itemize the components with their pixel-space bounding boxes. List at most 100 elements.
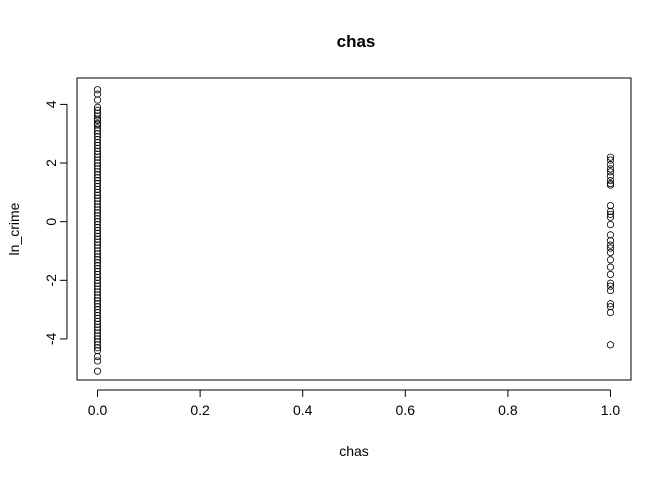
scatter-point (93, 285, 102, 293)
scatter-point (606, 263, 615, 271)
scatter-point (606, 160, 615, 169)
scatter-point (93, 357, 102, 365)
scatter-point (93, 203, 102, 211)
x-tick-label: 0.2 (190, 402, 210, 418)
scatter-point (606, 177, 615, 185)
scatter-point (93, 323, 102, 331)
scatter-point (93, 279, 102, 287)
scatter-point (93, 297, 102, 305)
scatter-point (606, 156, 615, 164)
scatter-point (93, 200, 102, 208)
scatter-point (93, 194, 102, 202)
scatter-point (606, 308, 615, 317)
scatter-point (606, 172, 615, 180)
scatter-point (606, 279, 615, 287)
scatter-point (606, 270, 615, 279)
x-tick-label: 1.0 (601, 402, 621, 418)
data-points (93, 86, 615, 375)
x-tick-label: 0.4 (293, 402, 313, 418)
scatter-point (93, 147, 102, 155)
scatter-point (93, 209, 102, 217)
scatter-point (93, 109, 102, 117)
scatter-point (93, 273, 102, 281)
scatter-point (93, 133, 102, 141)
scatter-point (606, 248, 615, 257)
scatter-point (93, 191, 102, 199)
scatter-point (606, 221, 615, 229)
scatter-point (93, 329, 102, 337)
y-axis-label: ln_crime (6, 202, 22, 255)
scatter-point (93, 320, 102, 328)
scatter-point (93, 185, 102, 194)
scatter-point (93, 221, 102, 229)
scatter-point (93, 135, 102, 144)
scatter-point (93, 306, 102, 314)
scatter-point (93, 130, 102, 138)
chart-title: chas (337, 32, 376, 51)
scatter-point (93, 344, 102, 352)
scatter-point (93, 223, 102, 232)
y-tick-label: 2 (43, 159, 59, 167)
plot-area-frame (76, 77, 632, 381)
scatter-point (93, 326, 102, 334)
scatter-point (93, 165, 102, 173)
scatter-point (93, 232, 102, 240)
scatter-point (93, 267, 102, 276)
scatter-point (93, 259, 102, 267)
scatter-point (93, 90, 102, 98)
y-tick-label: -2 (43, 274, 59, 287)
x-axis-label: chas (339, 443, 369, 459)
x-tick-label: 0.0 (88, 402, 108, 418)
y-tick-label: 4 (43, 100, 59, 108)
scatter-point (93, 314, 102, 323)
scatter-point (93, 171, 102, 179)
scatter-point (93, 253, 102, 261)
scatter-point (93, 270, 102, 279)
scatter-point (93, 86, 102, 94)
scatter-point (93, 138, 102, 147)
x-tick-label: 0.6 (396, 402, 416, 418)
scatter-point (606, 207, 615, 216)
scatter-point (606, 231, 615, 239)
scatter-point (93, 288, 102, 296)
scatter-point (606, 282, 615, 290)
scatter-point (606, 201, 615, 210)
scatter-point (93, 212, 102, 220)
scatter-point (93, 264, 102, 273)
scatter-point (93, 276, 102, 284)
scatter-point (93, 332, 102, 340)
scatter-point (93, 238, 102, 246)
scatter-point (93, 150, 102, 158)
scatter-point (93, 112, 102, 120)
scatter-point (93, 282, 102, 290)
scatter-point (93, 215, 102, 223)
scatter-point (93, 341, 102, 349)
scatter-point (606, 237, 615, 245)
x-axis: 0.0 0.2 0.4 0.6 0.8 1.0 (88, 389, 621, 418)
scatter-point (93, 229, 102, 237)
scatter-point (93, 226, 102, 235)
scatter-point (93, 300, 102, 308)
scatter-point (93, 347, 102, 355)
scatter-point (93, 308, 102, 317)
scatter-point (93, 144, 102, 152)
x-tick-label: 0.8 (498, 402, 518, 418)
scatter-point (93, 206, 102, 214)
scatter-point (93, 241, 102, 249)
scatter-point (93, 244, 102, 252)
scatter-point (93, 96, 102, 104)
scatter-point (93, 247, 102, 255)
scatter-point (93, 159, 102, 167)
scatter-point (93, 174, 102, 182)
scatter-point (93, 291, 102, 299)
scatter-point (93, 106, 102, 114)
scatter-point (606, 256, 615, 264)
scatter-point (606, 303, 615, 311)
scatter-point (606, 241, 615, 249)
scatter-point (93, 179, 102, 188)
scatter-point (93, 177, 102, 185)
scatter-point (93, 168, 102, 176)
scatter-point (606, 341, 615, 349)
scatter-point (93, 338, 102, 346)
